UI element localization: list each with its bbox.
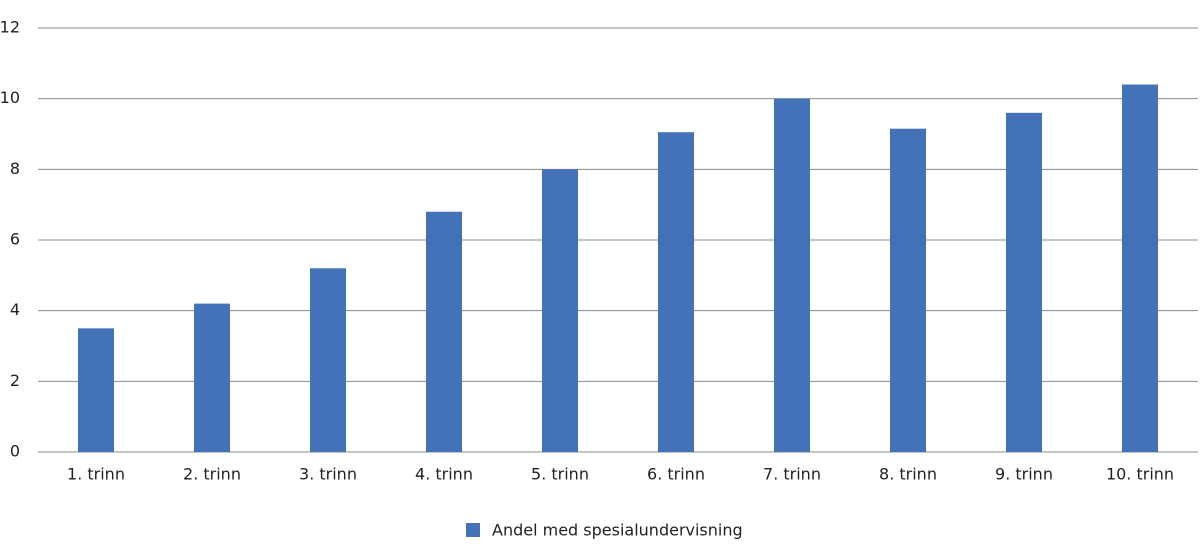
bar	[774, 99, 810, 452]
bar	[78, 328, 114, 452]
y-tick-label: 12	[0, 18, 20, 37]
y-tick-label: 6	[10, 230, 20, 249]
legend-label: Andel med spesialundervisning	[492, 521, 743, 540]
bar	[890, 129, 926, 452]
bar	[194, 304, 230, 452]
y-tick-label: 2	[10, 371, 20, 390]
bar	[310, 268, 346, 452]
bar	[1122, 85, 1158, 452]
x-tick-label: 8. trinn	[879, 465, 937, 484]
x-tick-label: 1. trinn	[67, 465, 125, 484]
x-tick-label: 4. trinn	[415, 465, 473, 484]
x-tick-label: 3. trinn	[299, 465, 357, 484]
bar	[658, 132, 694, 452]
x-tick-label: 9. trinn	[995, 465, 1053, 484]
y-tick-label: 0	[10, 442, 20, 461]
x-tick-label: 6. trinn	[647, 465, 705, 484]
y-tick-label: 10	[0, 88, 20, 107]
y-tick-label: 8	[10, 159, 20, 178]
bar	[1006, 113, 1042, 452]
x-tick-label: 10. trinn	[1106, 465, 1174, 484]
x-tick-label: 7. trinn	[763, 465, 821, 484]
x-tick-label: 5. trinn	[531, 465, 589, 484]
y-tick-label: 4	[10, 300, 20, 319]
bar	[426, 212, 462, 452]
bar	[542, 169, 578, 452]
x-tick-label: 2. trinn	[183, 465, 241, 484]
legend-swatch	[466, 523, 480, 537]
